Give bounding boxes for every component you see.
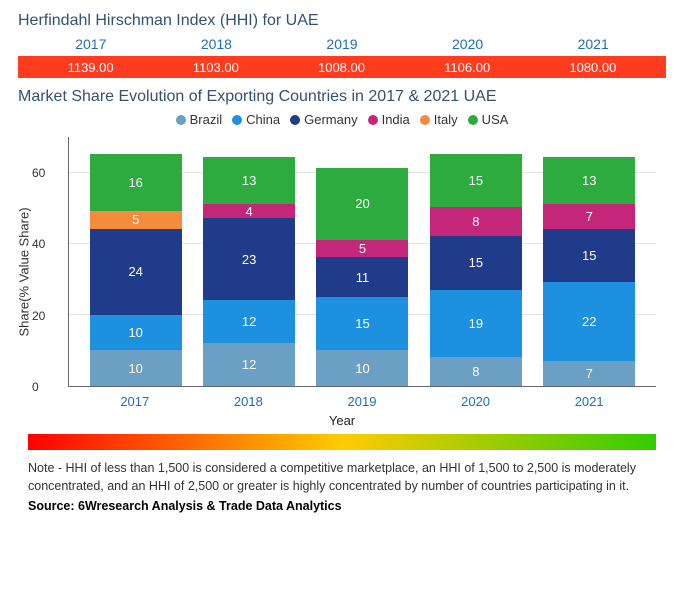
- bar-segment: 13: [203, 157, 295, 203]
- legend-dot-icon: [420, 115, 430, 125]
- bar-segment: 15: [430, 154, 522, 208]
- hhi-value: 1106.00: [444, 60, 490, 75]
- hhi-title: Herfindahl Hirschman Index (HHI) for UAE: [18, 12, 666, 30]
- legend-item: Brazil: [176, 112, 223, 127]
- bar-column: 121223413: [203, 157, 295, 386]
- y-tick: 0: [32, 380, 39, 394]
- bar-segment: 15: [430, 236, 522, 290]
- bar-segment: 24: [90, 229, 182, 315]
- legend-dot-icon: [232, 115, 242, 125]
- hhi-year: 2021: [578, 36, 609, 52]
- bar-segment: 7: [543, 204, 635, 229]
- source-line: Source: 6Wresearch Analysis & Trade Data…: [28, 499, 656, 513]
- y-tick: 20: [32, 309, 45, 323]
- hhi-value: 1008.00: [318, 60, 365, 75]
- hhi-gradient-scale: [28, 434, 656, 450]
- bar-segment: 7: [543, 361, 635, 386]
- hhi-value: 1080.00: [569, 60, 616, 75]
- bar-segment: 12: [203, 300, 295, 343]
- bar-segment: 8: [430, 207, 522, 236]
- legend-label: India: [382, 112, 410, 127]
- legend-dot-icon: [290, 115, 300, 125]
- chart-title: Market Share Evolution of Exporting Coun…: [18, 88, 666, 106]
- legend-item: India: [368, 112, 410, 127]
- legend-dot-icon: [368, 115, 378, 125]
- hhi-year: 2017: [75, 36, 106, 52]
- bar-segment: 15: [543, 229, 635, 283]
- x-tick-label: 2018: [202, 394, 294, 409]
- hhi-year: 2018: [201, 36, 232, 52]
- hhi-year: 2019: [326, 36, 357, 52]
- legend-item: China: [232, 112, 280, 127]
- bar-segment: 13: [543, 157, 635, 203]
- x-tick-label: 2019: [316, 394, 408, 409]
- bar-segment: 11: [316, 257, 408, 296]
- bar-segment: 5: [90, 211, 182, 229]
- plot-area: 1010245161212234131015115208191581572215…: [68, 137, 656, 387]
- y-axis-label: Share(% Value Share): [17, 207, 32, 336]
- bar-segment: 8: [430, 357, 522, 386]
- legend-label: Brazil: [190, 112, 223, 127]
- bar-segment: 5: [316, 240, 408, 258]
- legend-dot-icon: [176, 115, 186, 125]
- stacked-bar-chart: Share(% Value Share) 0204060 10102451612…: [68, 137, 656, 407]
- bar-segment: 22: [543, 282, 635, 361]
- x-tick-label: 2017: [89, 394, 181, 409]
- chart-legend: Brazil China Germany India Italy USA: [18, 112, 666, 127]
- x-tick-label: 2020: [430, 394, 522, 409]
- legend-label: USA: [482, 112, 509, 127]
- bar-segment: 10: [316, 350, 408, 386]
- legend-item: Italy: [420, 112, 458, 127]
- legend-item: USA: [468, 112, 509, 127]
- x-axis-labels: 2017 2018 2019 2020 2021: [68, 394, 656, 409]
- x-axis-title: Year: [18, 413, 666, 428]
- hhi-value: 1139.00: [68, 60, 114, 75]
- bar-segment: 10: [90, 315, 182, 351]
- bar-segment: 19: [430, 290, 522, 358]
- bar-segment: 23: [203, 218, 295, 300]
- bar-column: 81915815: [430, 154, 522, 386]
- legend-dot-icon: [468, 115, 478, 125]
- bar-segment: 4: [203, 204, 295, 218]
- hhi-value: 1103.00: [193, 60, 239, 75]
- bar-segment: 16: [90, 154, 182, 211]
- bar-segment: 20: [316, 168, 408, 239]
- hhi-years-row: 2017 2018 2019 2020 2021: [18, 36, 666, 52]
- bar-segment: 15: [316, 297, 408, 351]
- bar-column: 101024516: [90, 154, 182, 386]
- y-tick: 40: [32, 237, 45, 251]
- bar-column: 101511520: [316, 168, 408, 386]
- hhi-year: 2020: [452, 36, 483, 52]
- hhi-values-bar: 1139.00 1103.00 1008.00 1106.00 1080.00: [18, 56, 666, 78]
- x-tick-label: 2021: [543, 394, 635, 409]
- legend-label: Italy: [434, 112, 458, 127]
- legend-label: Germany: [304, 112, 357, 127]
- bar-segment: 10: [90, 350, 182, 386]
- footnote: Note - HHI of less than 1,500 is conside…: [28, 460, 656, 495]
- bar-column: 72215713: [543, 157, 635, 386]
- legend-label: China: [246, 112, 280, 127]
- y-tick: 60: [32, 166, 45, 180]
- legend-item: Germany: [290, 112, 357, 127]
- bar-segment: 12: [203, 343, 295, 386]
